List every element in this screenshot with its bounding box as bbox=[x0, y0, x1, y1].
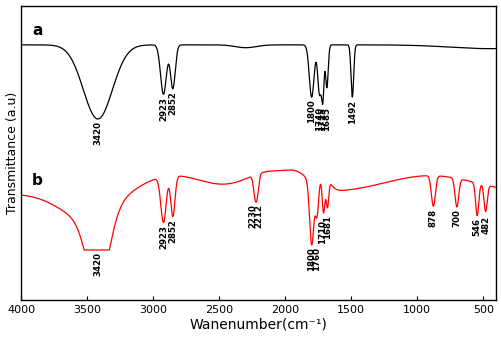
X-axis label: Wanenumber(cm⁻¹): Wanenumber(cm⁻¹) bbox=[189, 317, 327, 332]
Text: 1710: 1710 bbox=[317, 220, 326, 244]
Text: 1800: 1800 bbox=[307, 99, 316, 123]
Text: 3420: 3420 bbox=[93, 252, 102, 276]
Text: 1681: 1681 bbox=[322, 215, 331, 239]
Text: 700: 700 bbox=[451, 209, 460, 227]
Text: 3420: 3420 bbox=[93, 121, 102, 145]
Text: 2852: 2852 bbox=[168, 91, 177, 115]
Text: 1740: 1740 bbox=[315, 107, 324, 131]
Text: 878: 878 bbox=[428, 209, 437, 227]
Text: 482: 482 bbox=[480, 216, 489, 234]
Text: 1685: 1685 bbox=[322, 107, 331, 130]
Text: 1715: 1715 bbox=[318, 107, 327, 131]
Text: 1800: 1800 bbox=[307, 247, 316, 271]
Text: 2923: 2923 bbox=[159, 225, 168, 249]
Text: a: a bbox=[32, 23, 42, 38]
Text: 1760: 1760 bbox=[312, 247, 321, 271]
Text: 2852: 2852 bbox=[168, 219, 177, 243]
Y-axis label: Transmittance (a.u): Transmittance (a.u) bbox=[6, 92, 19, 214]
Text: 2230: 2230 bbox=[248, 205, 258, 228]
Text: 2923: 2923 bbox=[159, 97, 168, 121]
Text: 2212: 2212 bbox=[254, 205, 263, 228]
Text: b: b bbox=[32, 173, 43, 188]
Text: 1492: 1492 bbox=[347, 99, 356, 124]
Text: 546: 546 bbox=[472, 218, 481, 236]
